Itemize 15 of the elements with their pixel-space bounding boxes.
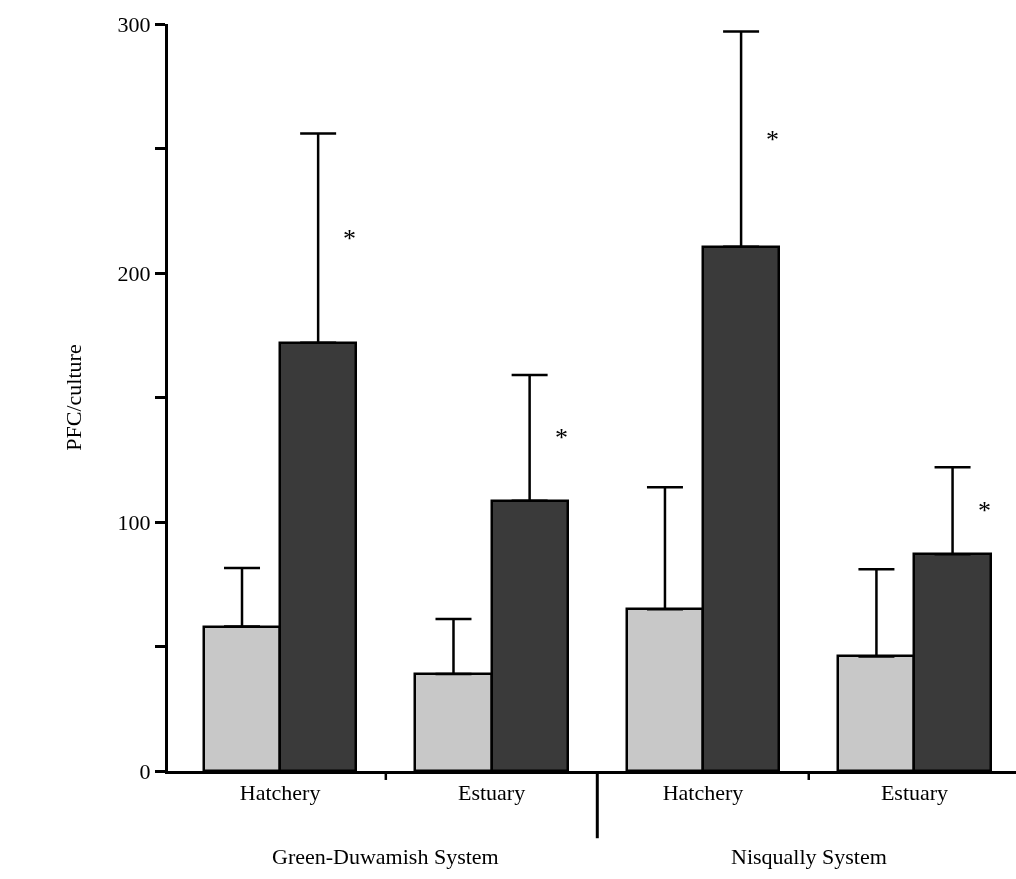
x-tick-label: Estuary: [457, 780, 526, 806]
x-tick-label: Hatchery: [662, 780, 744, 806]
text: Green-Duwamish System: [272, 844, 499, 869]
x-tick-label: Hatchery: [239, 780, 321, 806]
text: Nisqually System: [731, 844, 887, 869]
annotation: *: [343, 224, 356, 253]
y-tick-label: 0: [139, 758, 151, 784]
annotation: *: [766, 125, 779, 154]
y-axis-title: PFC/culture: [61, 344, 87, 451]
y-tick-label: 100: [117, 509, 151, 535]
x-tick-label: Estuary: [880, 780, 949, 806]
annotation: *: [978, 496, 991, 525]
annotation: *: [555, 423, 568, 452]
y-tick-label: 200: [117, 260, 151, 286]
y-tick-label: 300: [117, 11, 151, 37]
